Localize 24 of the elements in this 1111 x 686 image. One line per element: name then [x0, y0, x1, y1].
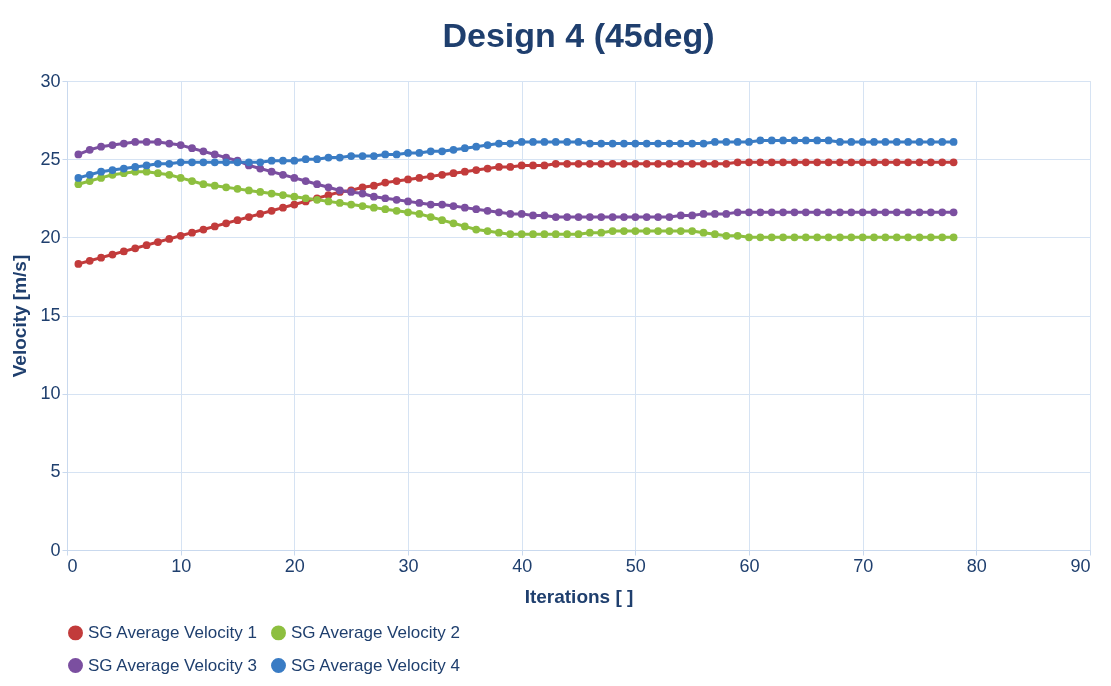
legend-label: SG Average Velocity 4 — [291, 655, 460, 675]
x-tick-label: 50 — [625, 555, 646, 576]
y-tick-label: 0 — [50, 539, 61, 560]
x-tick-label: 40 — [512, 555, 533, 576]
x-axis-title: Iterations [ ] — [524, 585, 634, 607]
legend-label: SG Average Velocity 3 — [88, 655, 257, 675]
legend-label: SG Average Velocity 2 — [291, 622, 460, 642]
x-tick-label: 60 — [739, 555, 760, 576]
y-tick-label: 30 — [40, 70, 61, 91]
y-tick-label: 25 — [40, 148, 61, 169]
y-tick-label: 20 — [40, 226, 61, 247]
x-tick-label: 90 — [1070, 555, 1091, 576]
x-tick-label: 20 — [284, 555, 305, 576]
y-tick-label: 5 — [50, 461, 61, 482]
chart-title: Design 4 (45deg) — [442, 16, 715, 54]
x-tick-label: 80 — [966, 555, 987, 576]
x-tick-label: 0 — [67, 555, 78, 576]
y-tick-label: 10 — [40, 383, 61, 404]
legend-label: SG Average Velocity 1 — [88, 622, 257, 642]
y-axis-title: Velocity [m/s] — [9, 254, 31, 378]
x-tick-label: 10 — [171, 555, 192, 576]
y-tick-label: 15 — [40, 305, 61, 325]
x-tick-label: 30 — [398, 555, 419, 576]
x-tick-label: 70 — [853, 555, 874, 576]
